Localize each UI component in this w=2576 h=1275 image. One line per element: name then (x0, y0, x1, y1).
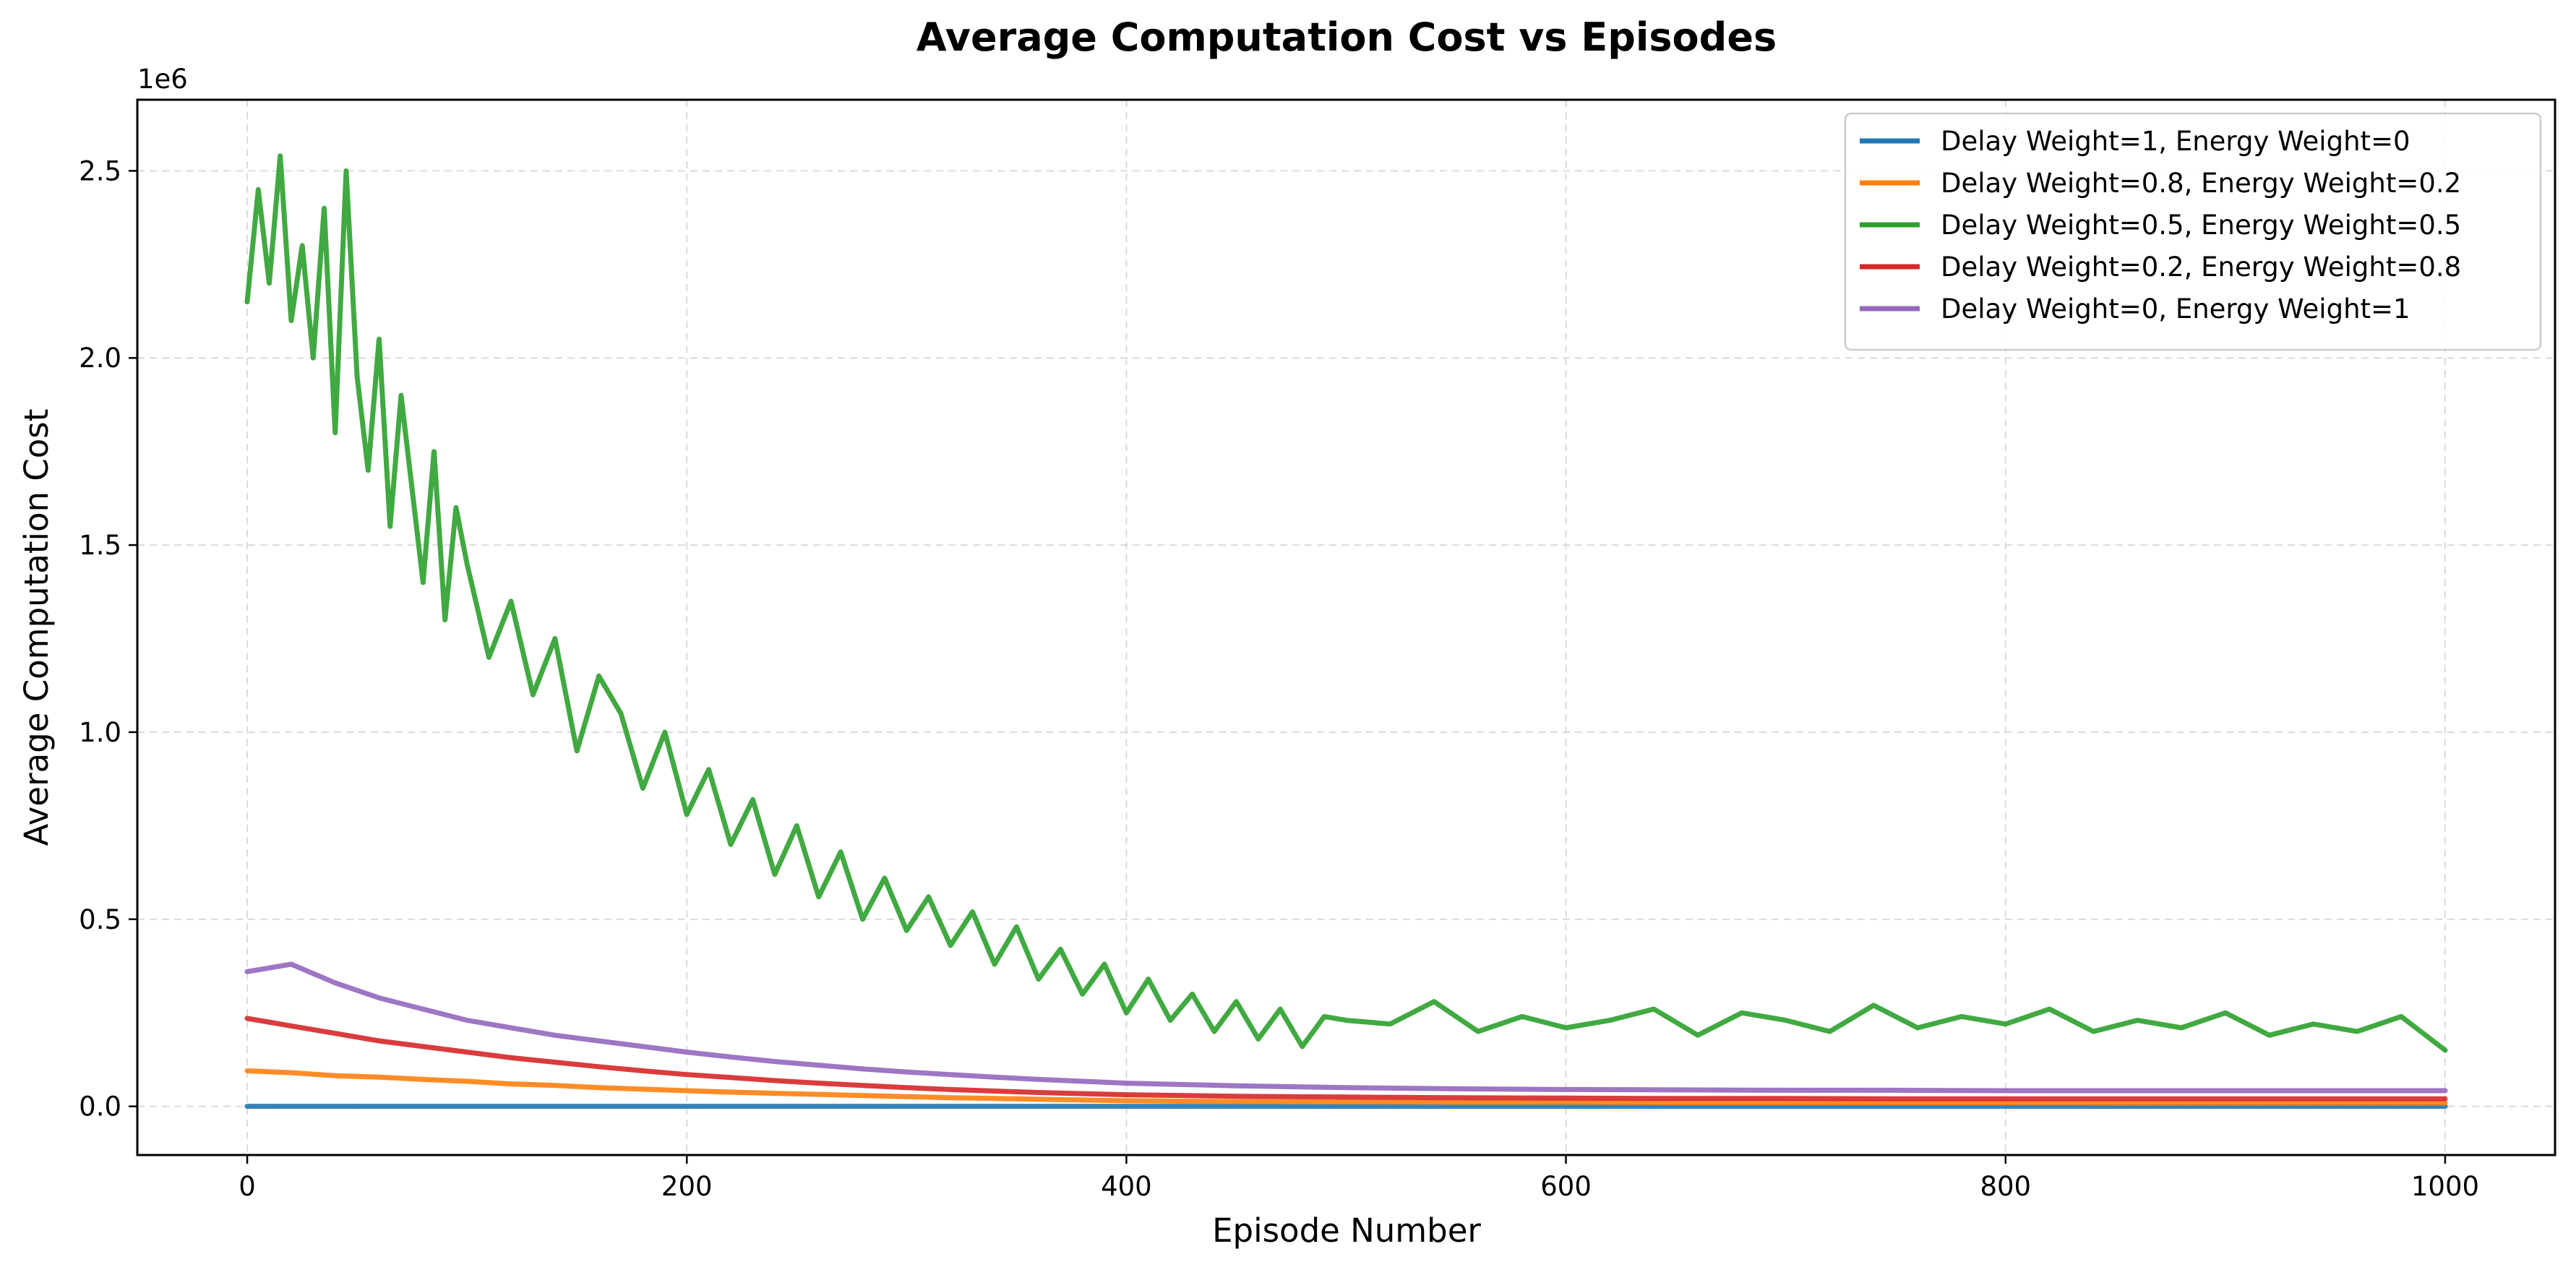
y-axis-label: Average Computation Cost (17, 409, 56, 846)
series-line-5 (244, 961, 2448, 1094)
y-axis-offset-label: 1e6 (137, 64, 188, 95)
x-tick-label: 600 (1540, 1171, 1592, 1202)
grid-lines (137, 100, 2555, 1155)
y-tick-label: 2.5 (79, 155, 121, 186)
legend-entry: Delay Weight=0.5, Energy Weight=0.5 (1941, 210, 2461, 241)
y-tick-label: 0.5 (79, 904, 121, 935)
legend: Delay Weight=1, Energy Weight=0 Delay Wei… (1844, 112, 2542, 351)
y-tick-label: 1.0 (79, 717, 121, 748)
x-axis-ticks: 0 200 400 600 800 1000 (239, 1155, 2479, 1202)
x-tick-label: 1000 (2411, 1171, 2479, 1202)
series-line-4 (244, 1016, 2448, 1102)
x-axis-label: Episode Number (1212, 1211, 1481, 1250)
series-line-2 (244, 1068, 2448, 1106)
legend-entry: Delay Weight=1, Energy Weight=0 (1941, 126, 2410, 157)
x-tick-label: 0 (239, 1171, 256, 1202)
plot-frame (136, 98, 2556, 1156)
legend-box (1844, 112, 2542, 351)
legend-entry: Delay Weight=0.2, Energy Weight=0.8 (1941, 252, 2461, 283)
y-tick-label: 2.0 (79, 343, 121, 374)
legend-entry: Delay Weight=0.8, Energy Weight=0.2 (1941, 168, 2461, 199)
series-line-3 (244, 153, 2448, 1053)
y-tick-label: 1.5 (79, 530, 121, 561)
x-tick-label: 400 (1101, 1171, 1152, 1202)
y-axis-ticks: 0.0 0.5 1.0 1.5 2.0 2.5 (79, 155, 137, 1122)
chart-title: Average Computation Cost vs Episodes (916, 14, 1777, 60)
y-tick-label: 0.0 (79, 1091, 121, 1122)
legend-entry: Delay Weight=0, Energy Weight=1 (1941, 293, 2410, 325)
x-tick-label: 800 (1980, 1171, 2031, 1202)
data-series (244, 153, 2448, 1109)
x-tick-label: 200 (661, 1171, 713, 1202)
